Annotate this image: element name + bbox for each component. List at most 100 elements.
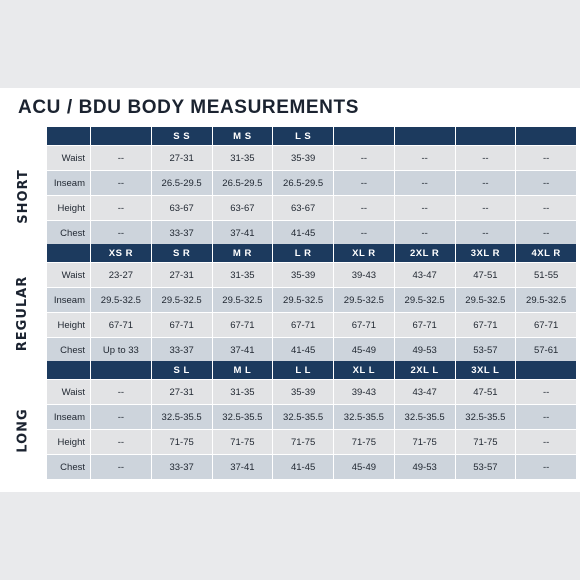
size-header-cell: 2XL R <box>394 244 456 263</box>
measurement-value-cell: -- <box>334 146 395 171</box>
size-header-cell: M R <box>212 244 274 263</box>
measurement-value-cell: 32.5-35.5 <box>151 405 213 430</box>
measurement-value-cell: 27-31 <box>151 146 213 171</box>
measurement-value-cell: 63-67 <box>212 196 274 221</box>
size-header-cell: L L <box>273 361 334 380</box>
measurement-value-cell: 67-71 <box>334 313 395 338</box>
measurement-value-cell: 37-41 <box>212 338 274 363</box>
measurement-value-cell: 53-57 <box>455 455 517 480</box>
measurement-value-cell: -- <box>394 196 456 221</box>
measurement-value-cell: -- <box>91 196 152 221</box>
measurement-value-cell: 67-71 <box>394 313 456 338</box>
size-header-cell: XL L <box>334 361 395 380</box>
section-label-text: SHORT <box>15 168 31 224</box>
measurement-value-cell: 67-71 <box>151 313 213 338</box>
section-label-short: SHORT <box>3 146 43 246</box>
measurement-value-cell: 26.5-29.5 <box>273 171 334 196</box>
measurement-value-cell: 45-49 <box>334 338 395 363</box>
size-header-cell <box>394 127 456 146</box>
table-row: Height -- 71-75 71-75 71-75 71-75 71-75 71-75 -- <box>47 430 577 455</box>
measurement-label: Chest <box>47 455 91 480</box>
measurement-value-cell: 39-43 <box>334 263 395 288</box>
chart-title: ACU / BDU BODY MEASUREMENTS <box>18 97 359 118</box>
table-row: Height 67-71 67-71 67-71 67-71 67-71 67-71 67-7… <box>47 313 577 338</box>
measurement-value-cell: 31-35 <box>212 380 274 405</box>
measurement-value-cell: -- <box>334 196 395 221</box>
header-corner-cell <box>47 361 91 380</box>
table-row: Height -- 63-67 63-67 63-67 -- -- -- -- <box>47 196 577 221</box>
size-header-cell <box>334 127 395 146</box>
table-row: Chest Up to 33 33-37 37-41 41-45 45-49 49-53 53… <box>47 338 577 363</box>
measurement-value-cell: 29.5-32.5 <box>212 288 274 313</box>
measurement-label: Inseam <box>47 405 91 430</box>
measurement-value-cell: -- <box>91 430 152 455</box>
header-corner-cell <box>47 127 91 146</box>
measurement-value-cell: 27-31 <box>151 380 213 405</box>
size-header-cell: L S <box>273 127 334 146</box>
measurement-value-cell: 33-37 <box>151 455 213 480</box>
measurement-value-cell: 32.5-35.5 <box>334 405 395 430</box>
measurement-value-cell: 63-67 <box>151 196 213 221</box>
measurement-value-cell: -- <box>516 146 577 171</box>
table-row: Inseam -- 32.5-35.5 32.5-35.5 32.5-35.5 32.5-… <box>47 405 577 430</box>
measurement-value-cell: -- <box>91 380 152 405</box>
measurement-value-cell: 71-75 <box>394 430 456 455</box>
measurement-value-cell: -- <box>91 455 152 480</box>
measurement-value-cell: -- <box>91 171 152 196</box>
measurement-value-cell: 49-53 <box>394 455 456 480</box>
measurement-value-cell: 37-41 <box>212 221 274 246</box>
size-header-cell: M S <box>212 127 274 146</box>
size-header-cell: S R <box>151 244 213 263</box>
measurement-value-cell: -- <box>91 221 152 246</box>
measurement-label: Inseam <box>47 171 91 196</box>
measurement-value-cell: 67-71 <box>516 313 577 338</box>
measurement-value-cell: 32.5-35.5 <box>455 405 517 430</box>
size-header-cell: L R <box>273 244 334 263</box>
size-header-cell: XL R <box>334 244 395 263</box>
measurement-value-cell: 35-39 <box>273 380 334 405</box>
measurement-value-cell: -- <box>394 146 456 171</box>
measurement-value-cell: 29.5-32.5 <box>334 288 395 313</box>
measurement-value-cell: -- <box>91 146 152 171</box>
measurement-label: Chest <box>47 338 91 363</box>
measurement-value-cell: 67-71 <box>273 313 334 338</box>
measurement-value-cell: 26.5-29.5 <box>212 171 274 196</box>
measurement-value-cell: -- <box>516 196 577 221</box>
measurement-value-cell: -- <box>334 221 395 246</box>
measurement-value-cell: 67-71 <box>455 313 517 338</box>
measurement-value-cell: -- <box>516 430 577 455</box>
measurement-value-cell: -- <box>516 171 577 196</box>
measurement-value-cell: 47-51 <box>455 263 517 288</box>
measurement-value-cell: 57-61 <box>516 338 577 363</box>
measurement-value-cell: 45-49 <box>334 455 395 480</box>
size-header-cell: XS R <box>91 244 152 263</box>
measurement-value-cell: -- <box>455 171 517 196</box>
measurement-label: Waist <box>47 146 91 171</box>
section-label-long: LONG <box>3 380 43 480</box>
section-label-text: LONG <box>15 407 31 453</box>
measurement-value-cell: 29.5-32.5 <box>273 288 334 313</box>
measurement-label: Chest <box>47 221 91 246</box>
measurement-value-cell: -- <box>516 380 577 405</box>
measurement-value-cell: 41-45 <box>273 338 334 363</box>
measurement-value-cell: 71-75 <box>455 430 517 455</box>
measurement-value-cell: 35-39 <box>273 146 334 171</box>
size-header-cell: 3XL L <box>455 361 517 380</box>
measurement-value-cell: 41-45 <box>273 455 334 480</box>
size-header-cell <box>91 361 152 380</box>
measurement-value-cell: 53-57 <box>455 338 517 363</box>
measurement-value-cell: -- <box>455 196 517 221</box>
table-row: Chest -- 33-37 37-41 41-45 45-49 49-53 53-57 -- <box>47 455 577 480</box>
measurement-value-cell: 71-75 <box>273 430 334 455</box>
measurement-value-cell: 41-45 <box>273 221 334 246</box>
measurement-value-cell: -- <box>394 171 456 196</box>
measurement-value-cell: -- <box>91 405 152 430</box>
measurement-value-cell: 29.5-32.5 <box>394 288 456 313</box>
size-header-cell <box>455 127 517 146</box>
measurement-value-cell: 31-35 <box>212 146 274 171</box>
size-header-cell: M L <box>212 361 274 380</box>
measurement-value-cell: 35-39 <box>273 263 334 288</box>
measurement-value-cell: 33-37 <box>151 338 213 363</box>
